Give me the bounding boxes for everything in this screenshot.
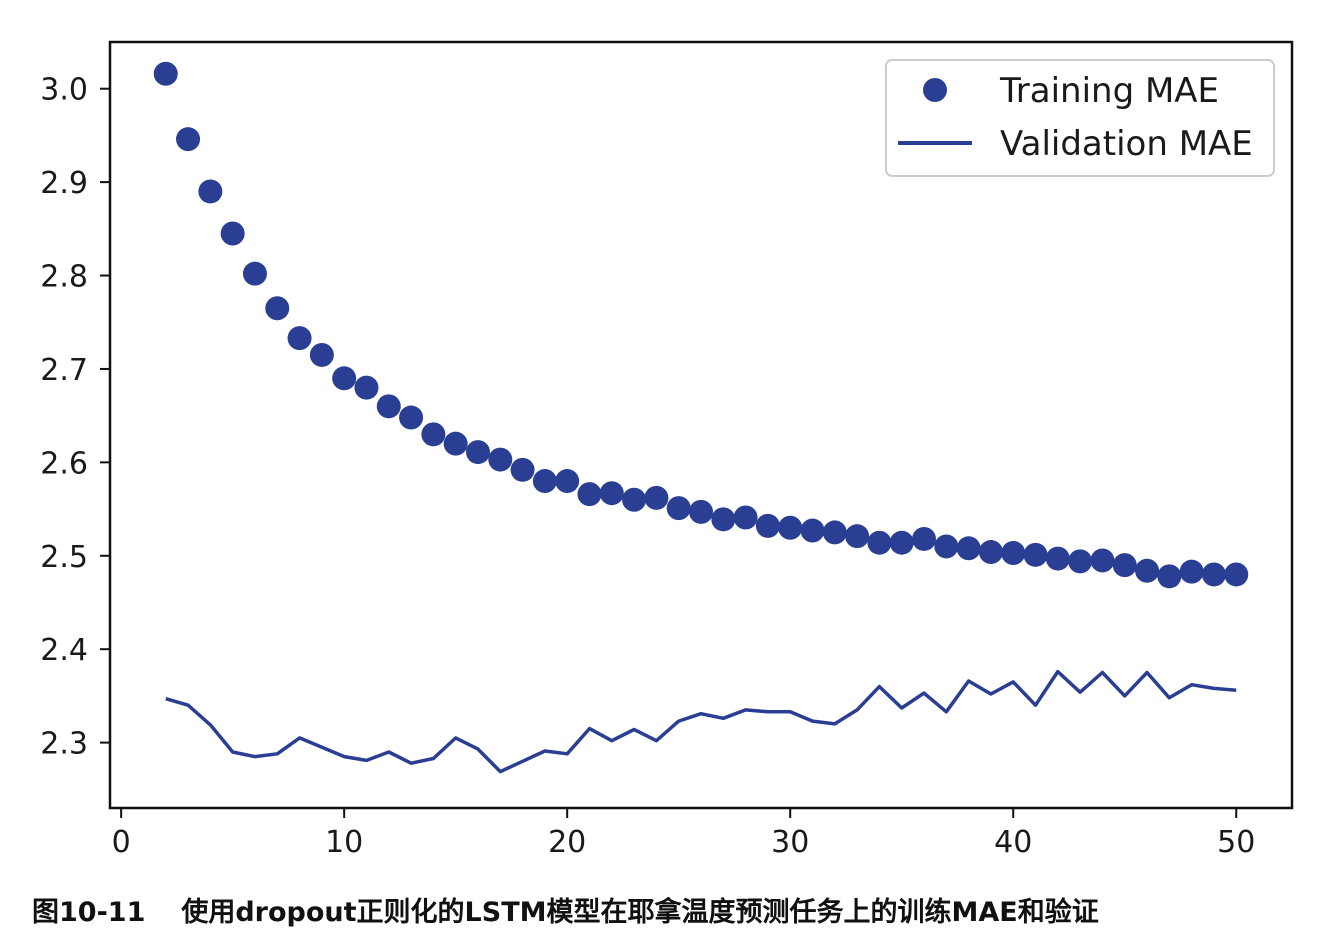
training-mae-point (242, 261, 267, 286)
validation-mae-line (165, 669, 1237, 774)
figure-caption-text: 使用dropout正则化的LSTM模型在耶拿温度预测任务上的训练MAE和验证 (181, 897, 1099, 928)
training-mae-point (978, 540, 1003, 565)
training-mae-point (622, 487, 647, 512)
training-mae-point (265, 296, 290, 321)
training-mae-point (733, 505, 758, 530)
training-mae-point (755, 513, 780, 538)
figure-caption: 图10-11 使用dropout正则化的LSTM模型在耶拿温度预测任务上的训练MA… (32, 890, 1099, 929)
training-mae-point (332, 366, 357, 391)
training-mae-point (287, 326, 312, 351)
training-mae-point (376, 394, 401, 419)
y-tick-label: 2.5 (40, 540, 88, 575)
training-mae-point (822, 520, 847, 545)
training-mae-point (1045, 546, 1070, 571)
training-mae-point (889, 530, 914, 555)
legend-marker-training (923, 78, 947, 102)
training-mae-point (689, 499, 713, 524)
training-mae-point (711, 507, 736, 532)
training-mae-point (354, 375, 379, 400)
training-mae-point (956, 536, 981, 561)
training-mae-point (599, 481, 624, 506)
training-mae-point (1001, 540, 1026, 565)
legend: Training MAE Validation MAE (885, 59, 1275, 177)
training-mae-point (198, 179, 223, 204)
x-axis-ticks: 0 10 20 30 40 50 (112, 808, 1255, 860)
training-mae-point (220, 221, 245, 246)
training-mae-point (1201, 562, 1226, 587)
y-axis-ticks: 2.3 2.4 2.5 2.6 2.7 2.8 2.9 3.0 (40, 73, 110, 762)
y-tick-label: 2.9 (40, 166, 88, 201)
legend-label-validation: Validation MAE (1000, 124, 1253, 164)
y-tick-label: 2.6 (40, 446, 88, 481)
training-mae-point (1157, 564, 1182, 589)
legend-box (885, 59, 1275, 177)
training-mae-point (1112, 553, 1137, 578)
training-mae-point (867, 530, 892, 555)
training-mae-point (421, 422, 446, 447)
mae-chart: 0 10 20 30 40 50 2.3 2.4 2.5 2.6 2.7 2.8 2.9 3.0 Tra… (40, 40, 1294, 860)
x-tick-label: 40 (994, 825, 1032, 860)
training-mae-point (153, 61, 178, 86)
training-mae-point (510, 457, 535, 482)
y-tick-label: 2.3 (40, 727, 88, 762)
training-mae-point (1224, 562, 1249, 587)
training-mae-point (934, 534, 959, 559)
training-mae-point (532, 469, 557, 494)
training-mae-point (912, 526, 937, 551)
training-mae-point (1068, 549, 1093, 574)
y-tick-label: 2.4 (40, 633, 88, 668)
training-mae-point (1090, 548, 1115, 573)
training-mae-point (555, 469, 580, 494)
training-mae-point (778, 515, 803, 540)
y-tick-label: 2.8 (40, 260, 88, 295)
legend-label-training: Training MAE (999, 71, 1219, 111)
figure-number: 图10-11 (32, 897, 146, 928)
training-mae-point (443, 431, 468, 456)
x-tick-label: 50 (1217, 825, 1255, 860)
training-mae-point (845, 524, 870, 549)
y-tick-label: 3.0 (40, 73, 88, 108)
x-tick-label: 30 (771, 825, 809, 860)
series-layer (153, 61, 1249, 774)
training-mae-point (309, 342, 334, 367)
training-mae-point (399, 405, 424, 430)
training-mae-point (176, 127, 201, 152)
training-mae-point (1023, 542, 1048, 567)
training-mae-point (577, 482, 602, 507)
training-mae-point (1135, 558, 1160, 583)
training-mae-point (1179, 559, 1204, 584)
training-mae-point (800, 518, 825, 543)
y-tick-label: 2.7 (40, 353, 88, 388)
training-mae-point (465, 440, 490, 465)
training-mae-point (488, 447, 513, 472)
x-tick-label: 20 (548, 825, 586, 860)
training-mae-point (644, 485, 669, 510)
training-mae-point (666, 496, 691, 521)
x-tick-label: 0 (112, 825, 131, 860)
x-tick-label: 10 (325, 825, 363, 860)
